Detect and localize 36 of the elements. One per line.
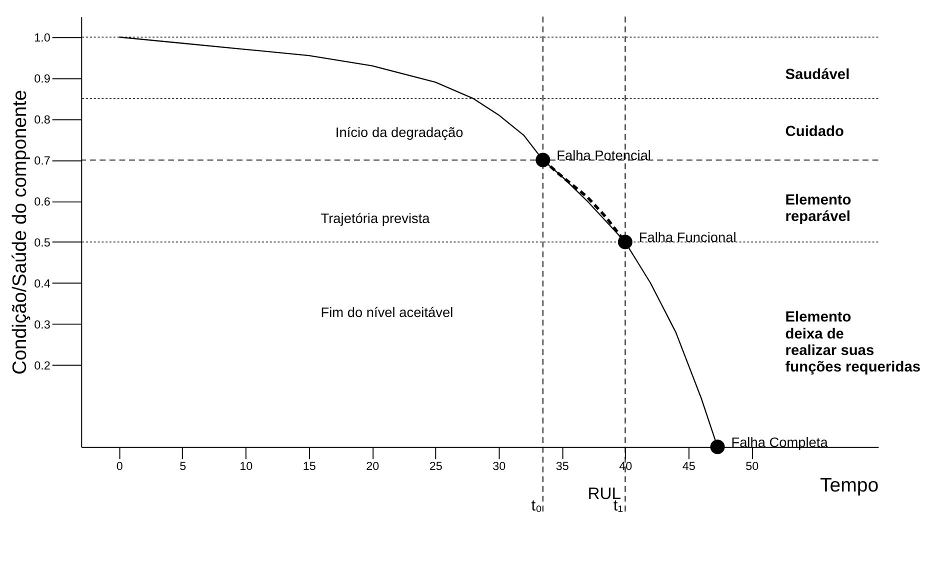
x-tick-label: 15 (302, 460, 316, 473)
annotation: Início da degradação (335, 124, 464, 140)
point (536, 152, 550, 168)
y-tick-label: 0.2 (34, 359, 50, 372)
x-tick-label: 35 (556, 460, 570, 473)
x-tick-label: 20 (366, 460, 380, 473)
annotation: Falha Potencial (556, 148, 651, 164)
annotation: Fim do nível aceitável (320, 304, 454, 320)
y-tick-label: 0.9 (34, 72, 50, 86)
x-tick-label: 0 (116, 460, 124, 473)
y-tick-label: 1.0 (34, 32, 51, 45)
y-tick-label: 0.4 (34, 277, 51, 290)
y-tick-label: 0.6 (34, 195, 50, 208)
point (618, 234, 632, 250)
x-axis-title: Tempo (820, 474, 879, 496)
point (710, 440, 725, 454)
y-tick-label: 0.3 (34, 318, 50, 332)
ref-line-label: t₀ (531, 497, 542, 514)
x-tick-label: 25 (429, 460, 443, 473)
x-tick-label: 45 (682, 460, 696, 473)
x-tick-label: 50 (746, 460, 760, 473)
x-tick-label: 10 (240, 460, 254, 473)
annotation: Trajetória prevista (320, 210, 430, 226)
annotation: Cuidado (785, 124, 844, 140)
annotation: Saudável (785, 67, 850, 84)
y-axis-title: Condição/Saúde do componente (9, 90, 32, 375)
x-tick-label: 5 (180, 460, 187, 473)
annotation: Falha Completa (731, 434, 828, 450)
y-tick-label: 0.7 (34, 154, 50, 168)
annotation: Elemento reparável (785, 192, 852, 226)
annotation: Falha Funcional (638, 230, 736, 246)
x-tick-label: 30 (492, 460, 506, 473)
annotation: Elemento deixa de realizar suas funções requeridas (785, 310, 921, 376)
x-tick-label: 40 (619, 460, 633, 473)
y-tick-label: 0.8 (34, 113, 51, 126)
y-tick-label: 0.5 (34, 236, 51, 250)
